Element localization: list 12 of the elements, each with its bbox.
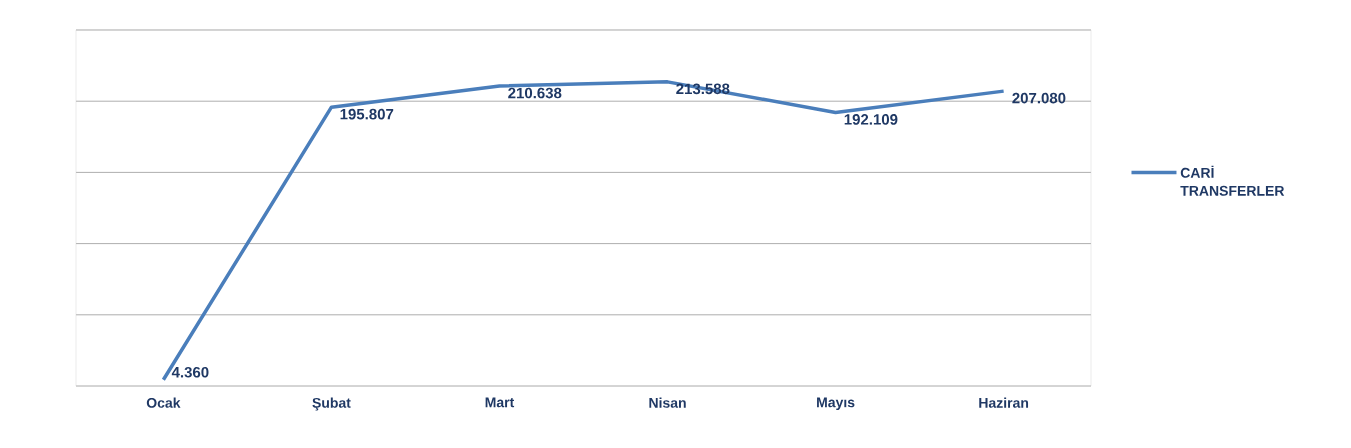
data-label: 207.080 (1012, 92, 1066, 104)
data-label: 4.360 (171, 366, 209, 378)
data-label: 210.638 (508, 87, 562, 99)
x-tick-label: Ocak (146, 397, 181, 408)
data-label: 192.109 (844, 114, 898, 125)
x-tick-label: Mart (485, 397, 515, 408)
x-tick-label: Mayıs (817, 397, 855, 411)
legend-label: CARİ TRANSFERLER (1180, 165, 1285, 196)
x-tick-label: Haziran (979, 397, 1029, 408)
data-label: 195.807 (340, 108, 394, 120)
x-tick-label: Şubat (312, 397, 351, 411)
x-tick-label: Nisan (649, 397, 686, 408)
